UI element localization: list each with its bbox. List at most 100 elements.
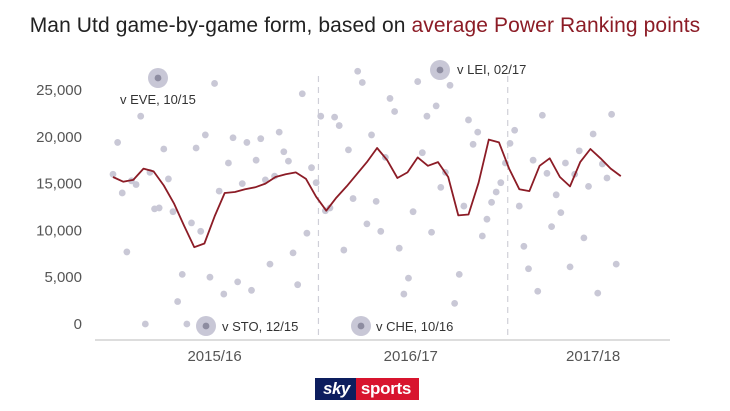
- annotation-label: v EVE, 10/15: [120, 92, 196, 107]
- highlight-point: [436, 66, 444, 74]
- game-point: [511, 126, 519, 134]
- game-point: [372, 197, 380, 205]
- game-point: [155, 204, 163, 212]
- game-point: [566, 263, 574, 271]
- game-point: [414, 78, 422, 85]
- game-point: [206, 273, 214, 281]
- game-point: [229, 134, 237, 142]
- annotation-label: v CHE, 10/16: [376, 319, 453, 334]
- game-point: [409, 208, 417, 216]
- game-point: [201, 131, 209, 139]
- game-point: [478, 232, 486, 240]
- game-point: [257, 135, 265, 143]
- game-point: [520, 242, 528, 250]
- game-point: [220, 290, 228, 298]
- game-point: [174, 298, 182, 305]
- game-point: [548, 223, 555, 231]
- game-point: [298, 90, 306, 98]
- game-point: [391, 108, 399, 115]
- game-point: [160, 145, 168, 153]
- game-point: [312, 179, 320, 187]
- game-point: [345, 146, 352, 154]
- game-point: [405, 274, 412, 282]
- game-point: [451, 300, 459, 307]
- game-point: [492, 188, 500, 196]
- game-point: [183, 320, 191, 328]
- game-point: [432, 102, 440, 110]
- game-point: [165, 175, 172, 183]
- season-label: 2017/18: [566, 348, 620, 365]
- game-point: [418, 149, 426, 157]
- game-point: [538, 111, 546, 119]
- game-point: [137, 112, 145, 120]
- game-point: [377, 227, 385, 235]
- game-point: [437, 183, 445, 191]
- game-point: [589, 130, 597, 138]
- game-point: [349, 195, 357, 202]
- game-point: [525, 265, 532, 273]
- game-point: [354, 67, 362, 75]
- game-point: [248, 286, 255, 294]
- game-point: [266, 260, 274, 268]
- game-point: [363, 220, 371, 228]
- annotation-label: v STO, 12/15: [222, 319, 298, 334]
- game-point: [428, 228, 435, 236]
- game-point: [317, 112, 325, 120]
- game-point: [594, 289, 602, 297]
- game-point: [188, 219, 195, 227]
- game-point: [294, 281, 302, 289]
- game-point: [529, 156, 537, 164]
- game-point: [169, 208, 177, 216]
- highlight-point: [154, 74, 162, 82]
- game-point: [335, 122, 343, 129]
- game-point: [506, 139, 514, 147]
- game-point: [243, 139, 251, 146]
- game-point: [469, 140, 477, 148]
- game-point: [275, 128, 283, 136]
- title-prefix: Man Utd game-by-game form, based on: [29, 14, 406, 37]
- game-point: [225, 159, 232, 167]
- game-point: [497, 179, 505, 187]
- y-tick-label: 25,000: [36, 82, 82, 99]
- game-point: [178, 270, 186, 278]
- y-tick-label: 5,000: [44, 269, 82, 286]
- game-point: [132, 181, 140, 188]
- game-point: [465, 116, 472, 124]
- season-label: 2015/16: [187, 348, 241, 365]
- game-point: [118, 189, 126, 197]
- game-point: [483, 215, 491, 223]
- game-point: [109, 170, 117, 178]
- game-point: [289, 249, 297, 257]
- chart-title: Man Utd game-by-game form, based on aver…: [0, 14, 730, 38]
- game-point: [331, 113, 338, 121]
- game-point: [238, 180, 246, 188]
- game-point: [141, 320, 149, 328]
- game-point: [557, 209, 565, 217]
- logo-sky: sky: [315, 378, 356, 400]
- game-point: [446, 81, 454, 89]
- game-point: [368, 131, 375, 139]
- game-point: [197, 227, 205, 235]
- game-point: [340, 246, 348, 254]
- game-point: [488, 198, 495, 206]
- game-point: [215, 187, 223, 195]
- highlight-point: [202, 322, 210, 330]
- title-highlight: average Power Ranking points: [411, 14, 701, 37]
- game-point: [395, 244, 403, 252]
- game-point: [423, 112, 431, 120]
- annotation-label: v LEI, 02/17: [457, 62, 526, 77]
- game-point: [326, 204, 334, 212]
- y-tick-label: 10,000: [36, 222, 82, 239]
- game-point: [303, 229, 311, 237]
- game-point: [562, 159, 569, 167]
- game-point: [386, 95, 394, 102]
- game-point: [123, 248, 131, 256]
- game-point: [585, 183, 592, 190]
- game-point: [575, 147, 583, 155]
- game-point: [580, 234, 588, 242]
- game-point: [534, 287, 542, 295]
- game-point: [474, 128, 482, 136]
- game-point: [455, 270, 463, 278]
- game-point: [280, 148, 288, 156]
